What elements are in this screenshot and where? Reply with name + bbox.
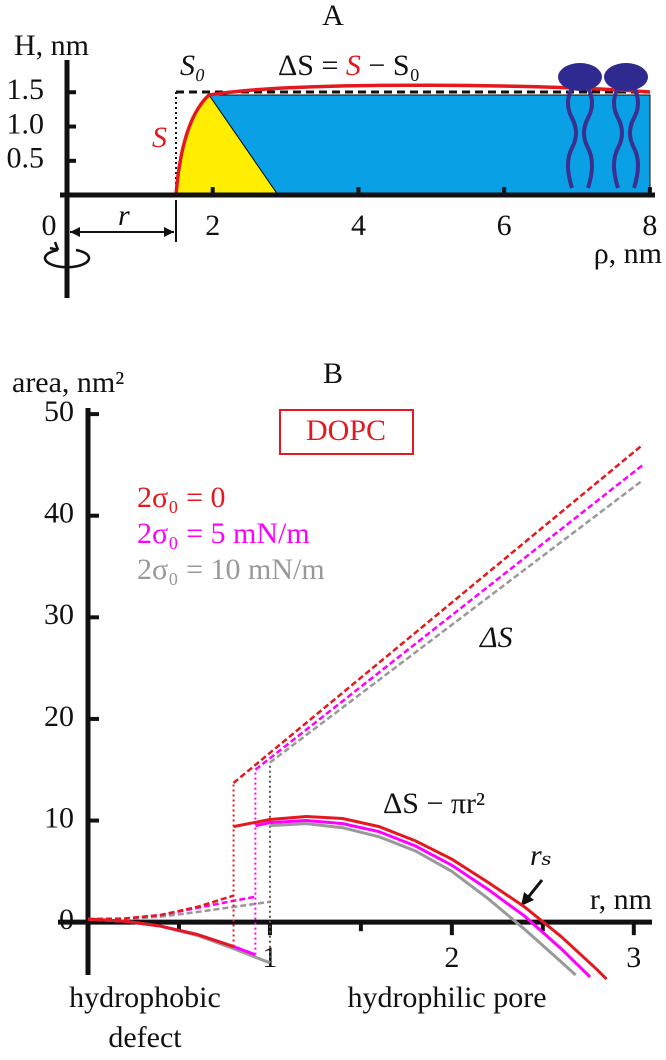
region-label: defect (108, 1021, 182, 1054)
y-axis-label: area, nm² (12, 366, 124, 399)
delta-s-line (87, 443, 644, 921)
lipid-head (604, 63, 648, 91)
rotation-arrowhead (49, 241, 60, 252)
y-tick-label: 20 (44, 700, 74, 733)
label-box (279, 409, 414, 455)
lipid-tails (566, 87, 640, 189)
delta-s-formula: ΔS = S − S₀ (278, 49, 420, 82)
x-tick-label: 3 (626, 941, 641, 974)
annotation: rₛ (530, 839, 552, 872)
x-tick-label: 2 (444, 941, 459, 974)
y-tick-label: 40 (44, 497, 74, 530)
formula-part: ΔS = (278, 49, 346, 82)
x-tick-label: 6 (497, 209, 512, 242)
x-tick-label: 8 (642, 209, 657, 242)
membrane-region (208, 94, 651, 196)
lipid-head (558, 63, 602, 91)
x-tick-label: 0 (42, 209, 57, 242)
panel-title: A (322, 0, 344, 32)
delta-s-minus-pi-r2-line (87, 814, 608, 981)
y-tick-label: 30 (44, 598, 74, 631)
y-tick-label: 0.5 (7, 142, 45, 175)
formula-part: − S₀ (361, 49, 420, 82)
s0-label: S₀ (180, 49, 205, 82)
surface-s (174, 83, 651, 196)
legend-entry: 2σ₀ = 10 mN/m (137, 553, 325, 586)
rs-arrowhead (521, 892, 534, 906)
x-axis-label: r, nm (590, 883, 652, 916)
y-tick-label: 0 (59, 903, 74, 936)
x-axis-label: ρ, nm (594, 237, 662, 270)
x-tick-label: 4 (351, 209, 366, 242)
legend-entry: 2σ₀ = 0 (137, 481, 226, 514)
y-axis-label: H, nm (14, 29, 89, 62)
y-tick-label: 10 (44, 801, 74, 834)
annotation: ΔS (479, 621, 513, 654)
region-label: hydrophilic pore (347, 981, 546, 1014)
region-label: hydrophobic (69, 981, 221, 1014)
box-label: DOPC (306, 414, 386, 447)
rotation-arrow (43, 248, 91, 269)
r-label: r (118, 199, 130, 232)
x-tick-label: 2 (205, 209, 220, 242)
panel-title: B (323, 357, 343, 390)
annotation: ΔS − πr² (383, 787, 485, 820)
y-tick-label: 50 (44, 395, 74, 428)
y-tick-label: 1.5 (7, 73, 45, 106)
formula-part: S (346, 49, 361, 82)
legend-entry: 2σ₀ = 5 mN/m (137, 517, 310, 550)
y-tick-label: 1.0 (7, 107, 45, 140)
s-label: S (152, 121, 167, 154)
